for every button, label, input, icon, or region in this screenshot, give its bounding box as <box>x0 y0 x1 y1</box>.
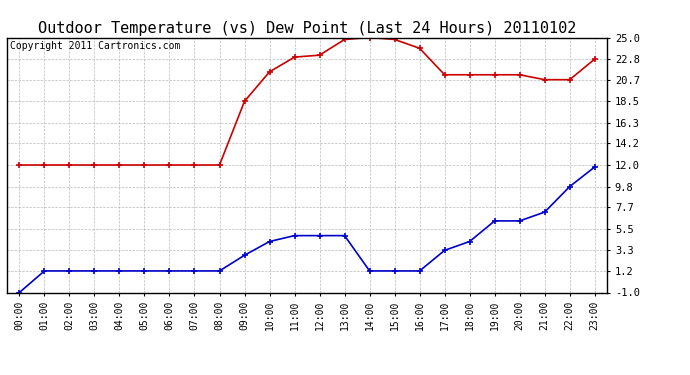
Text: Copyright 2011 Cartronics.com: Copyright 2011 Cartronics.com <box>10 41 180 51</box>
Title: Outdoor Temperature (vs) Dew Point (Last 24 Hours) 20110102: Outdoor Temperature (vs) Dew Point (Last… <box>38 21 576 36</box>
